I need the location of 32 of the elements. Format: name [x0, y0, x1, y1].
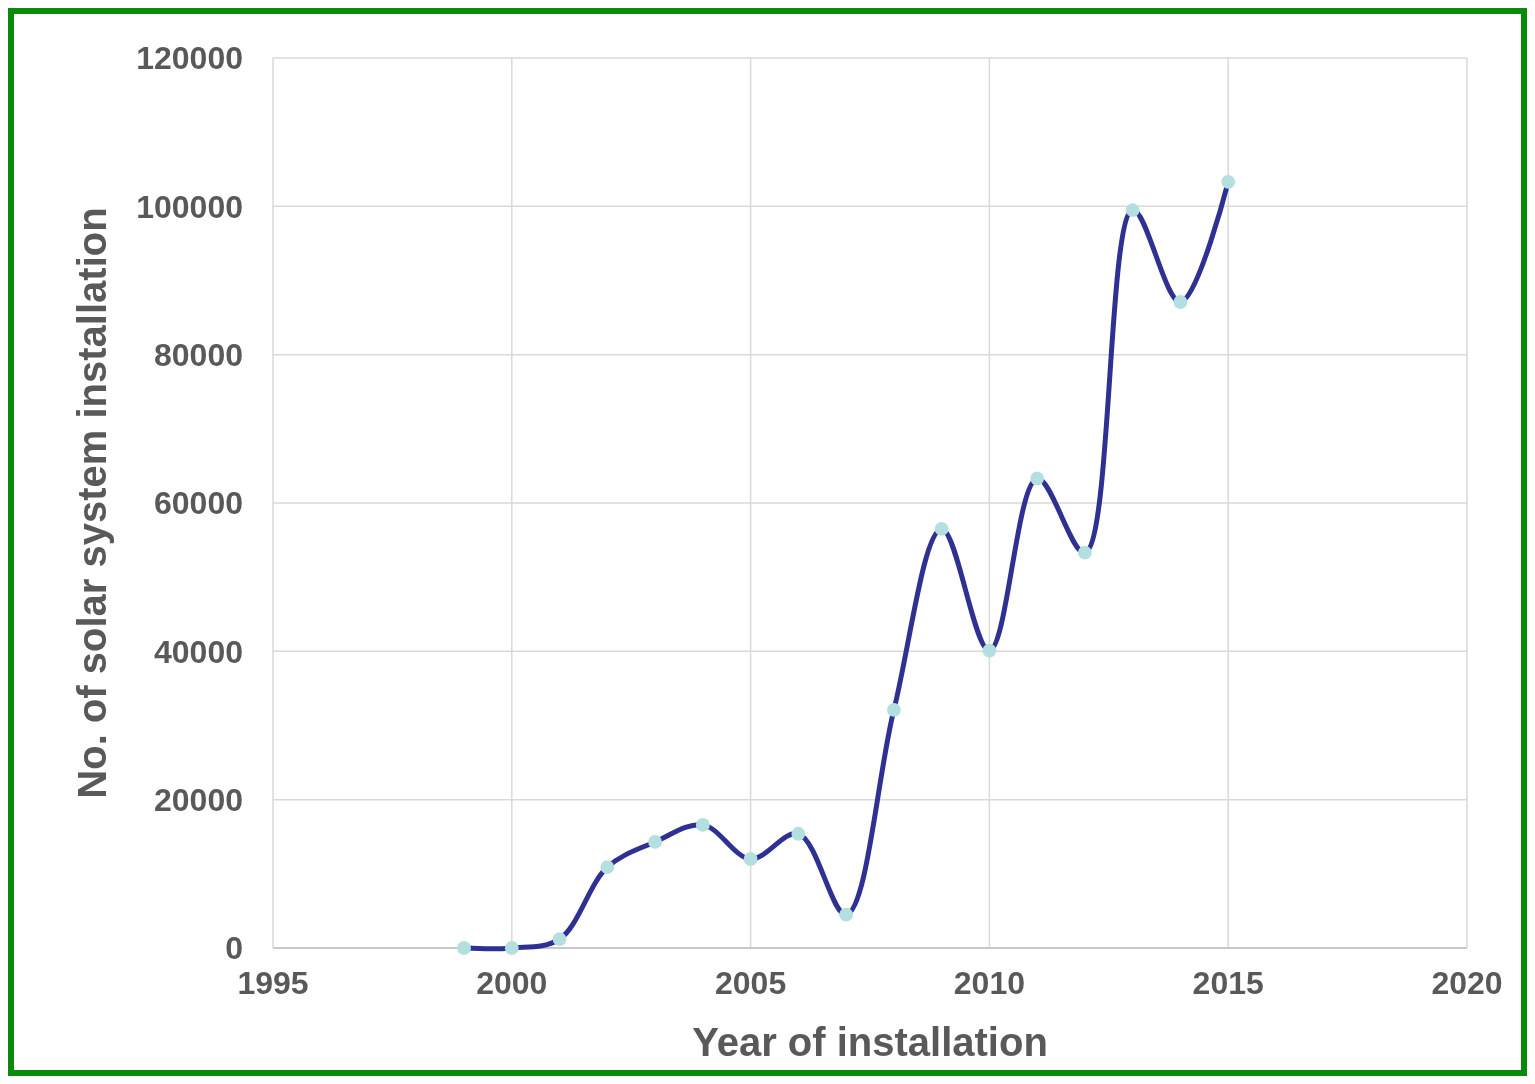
x-tick-label: 2010 — [953, 965, 1025, 1001]
point — [504, 941, 519, 955]
y-tick-label: 120000 — [136, 40, 243, 77]
y-tick-label: 60000 — [154, 485, 243, 522]
x-tick-label: 2005 — [715, 965, 787, 1001]
point — [886, 703, 901, 717]
point — [552, 932, 567, 946]
point — [1221, 174, 1236, 189]
point — [1125, 203, 1140, 217]
point — [1078, 545, 1092, 560]
point — [457, 941, 471, 955]
x-tick-label: 2000 — [476, 965, 548, 1001]
y-tick-label: 40000 — [154, 633, 243, 670]
point — [600, 860, 615, 875]
y-tick-label: 100000 — [136, 188, 243, 225]
point — [743, 852, 758, 866]
x-tick-label: 1995 — [237, 965, 309, 1001]
point — [934, 522, 949, 536]
y-axis-title: No. of solar system installation — [70, 207, 114, 799]
x-tick-label: 2020 — [1431, 965, 1503, 1001]
x-tick-label: 2015 — [1192, 965, 1264, 1001]
point — [982, 643, 997, 658]
point — [695, 817, 710, 832]
point — [1173, 295, 1188, 309]
y-tick-label: 20000 — [154, 781, 243, 818]
point — [1030, 471, 1045, 486]
point — [791, 826, 806, 841]
point — [648, 835, 662, 849]
y-tick-label: 80000 — [154, 336, 243, 373]
x-axis-title: Year of installation — [692, 1020, 1048, 1064]
y-tick-label: 0 — [225, 930, 243, 967]
point — [839, 907, 854, 922]
